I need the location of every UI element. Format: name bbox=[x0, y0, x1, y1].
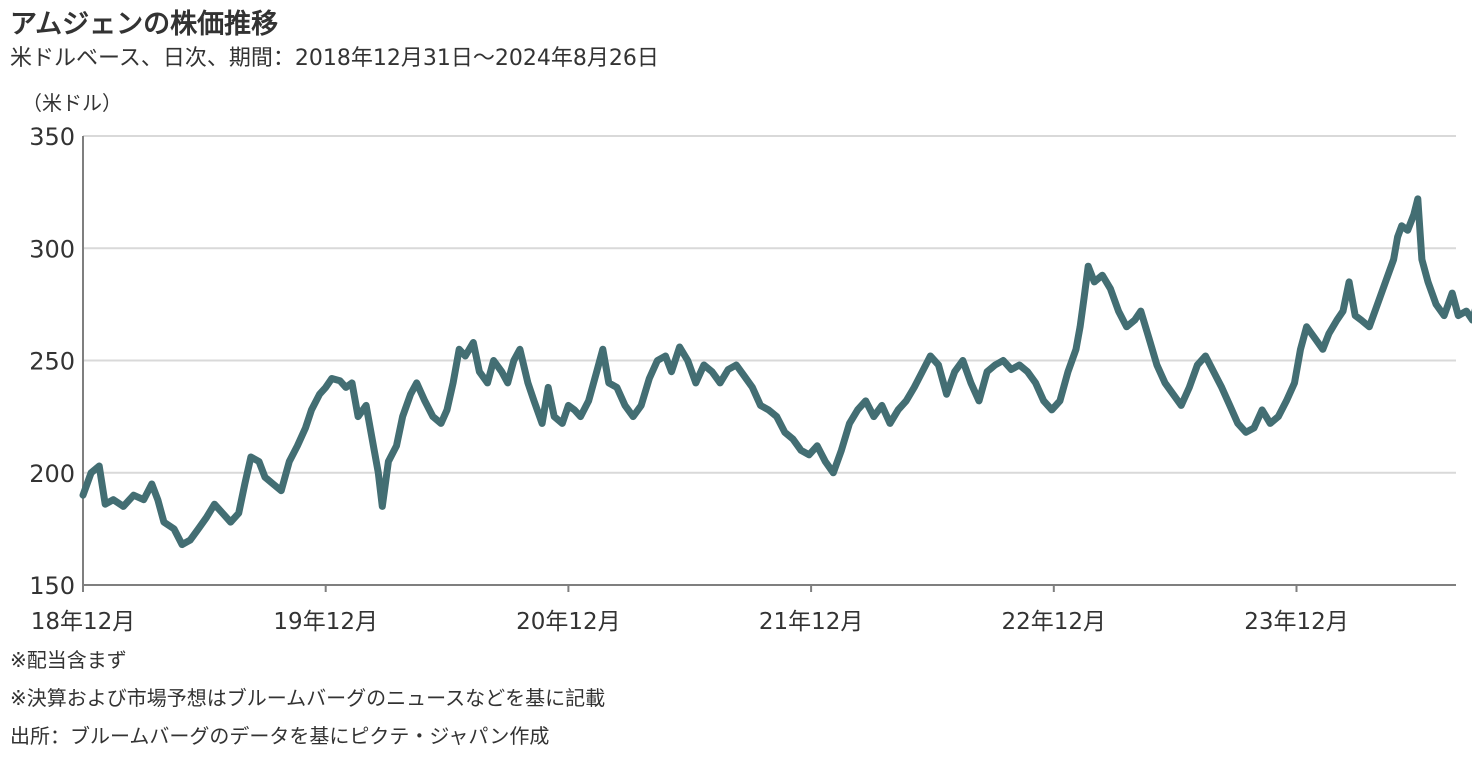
chart-title: アムジェンの株価推移 bbox=[10, 9, 279, 40]
line-chart: （米ドル） 150 200 250 300 350 18年12月 19年12月 20年12月… bbox=[22, 91, 1472, 635]
x-tick-label: 20年12月 bbox=[516, 609, 621, 635]
y-tick-label: 350 bbox=[29, 123, 75, 151]
y-tick-label: 250 bbox=[29, 348, 75, 376]
source-text: 出所：ブルームバーグのデータを基にピクテ・ジャパン作成 bbox=[10, 724, 550, 748]
x-tick-label: 23年12月 bbox=[1244, 609, 1349, 635]
x-tick-label: 19年12月 bbox=[273, 609, 378, 635]
chart-subtitle: 米ドルベース、日次、期間：2018年12月31日～2024年8月26日 bbox=[10, 46, 659, 71]
x-tick-label: 22年12月 bbox=[1002, 609, 1107, 635]
x-tick-label: 21年12月 bbox=[759, 609, 864, 635]
y-tick-label: 200 bbox=[29, 460, 75, 488]
footnote-source-news: ※決算および市場予想はブルームバーグのニュースなどを基に記載 bbox=[10, 686, 606, 710]
x-tick-label: 18年12月 bbox=[31, 609, 136, 635]
y-axis-ticks: 150 200 250 300 350 bbox=[29, 123, 75, 600]
x-axis: 18年12月 19年12月 20年12月 21年12月 22年12月 23年12月 bbox=[31, 136, 1456, 635]
y-tick-label: 150 bbox=[29, 572, 75, 600]
series-line-amgen-price bbox=[79, 195, 1472, 549]
y-tick-label: 300 bbox=[29, 235, 75, 263]
y-axis-label: （米ドル） bbox=[22, 91, 122, 115]
series-group bbox=[79, 195, 1472, 549]
footnote-dividend: ※配当含まず bbox=[10, 648, 127, 672]
grid-lines bbox=[83, 135, 1456, 474]
